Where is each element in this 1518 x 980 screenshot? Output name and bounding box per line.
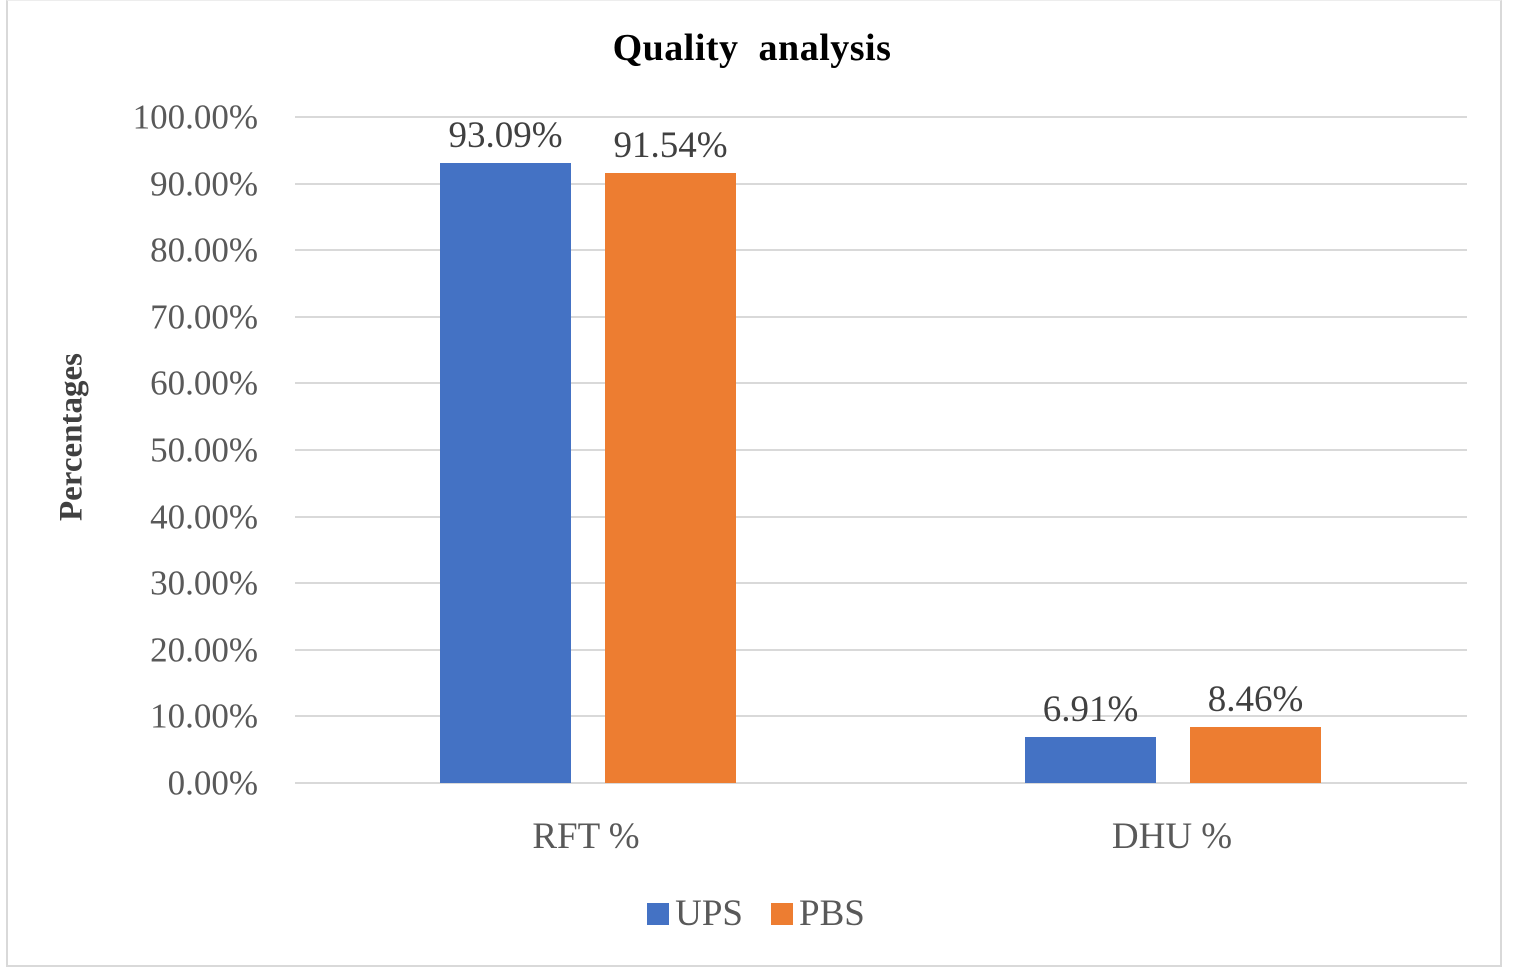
gridline — [295, 116, 1467, 118]
gridline — [295, 715, 1467, 718]
chart-title: Quality analysis — [612, 27, 892, 69]
gridline — [295, 449, 1467, 451]
gridline — [295, 249, 1467, 252]
y-tick-label: 30.00% — [150, 563, 258, 603]
legend-swatch-pbs — [771, 902, 794, 925]
bar-pbs-0[interactable] — [605, 173, 736, 783]
y-tick-label: 90.00% — [150, 164, 258, 204]
legend-item-pbs[interactable]: PBS — [771, 892, 865, 935]
chart-frame — [6, 0, 1502, 967]
gridline — [295, 515, 1467, 518]
legend-label-ups: UPS — [675, 893, 744, 934]
y-tick-label: 0.00% — [167, 763, 258, 803]
y-tick-label: 100.00% — [132, 97, 258, 137]
gridline — [295, 382, 1467, 385]
gridline — [295, 648, 1467, 651]
category-label-rft: RFT % — [532, 816, 640, 857]
legend-label-pbs: PBS — [799, 893, 865, 934]
y-tick-label: 10.00% — [150, 696, 258, 736]
legend-item-ups[interactable]: UPS — [647, 892, 743, 935]
gridline — [295, 182, 1467, 185]
y-tick-label: 70.00% — [150, 297, 258, 337]
bar-ups-1[interactable] — [1025, 736, 1156, 783]
data-label: 91.54% — [613, 125, 728, 167]
y-tick-label: 20.00% — [150, 630, 258, 670]
y-tick-label: 40.00% — [150, 497, 258, 537]
y-tick-label: 50.00% — [150, 430, 258, 470]
category-label-dhu: DHU % — [1111, 816, 1233, 857]
bar-ups-0[interactable] — [440, 163, 571, 783]
y-tick-label: 60.00% — [150, 363, 258, 403]
y-tick-label: 80.00% — [150, 230, 258, 270]
bar-pbs-1[interactable] — [1190, 726, 1321, 783]
data-label: 8.46% — [1207, 678, 1304, 720]
legend: UPS PBS — [0, 892, 1518, 935]
gridline — [295, 582, 1467, 585]
data-label: 6.91% — [1042, 688, 1139, 730]
legend-swatch-ups — [647, 902, 670, 925]
data-label: 93.09% — [448, 115, 563, 157]
gridline — [295, 782, 1467, 784]
y-axis-label: Percentages — [53, 353, 90, 521]
gridline — [295, 315, 1467, 318]
